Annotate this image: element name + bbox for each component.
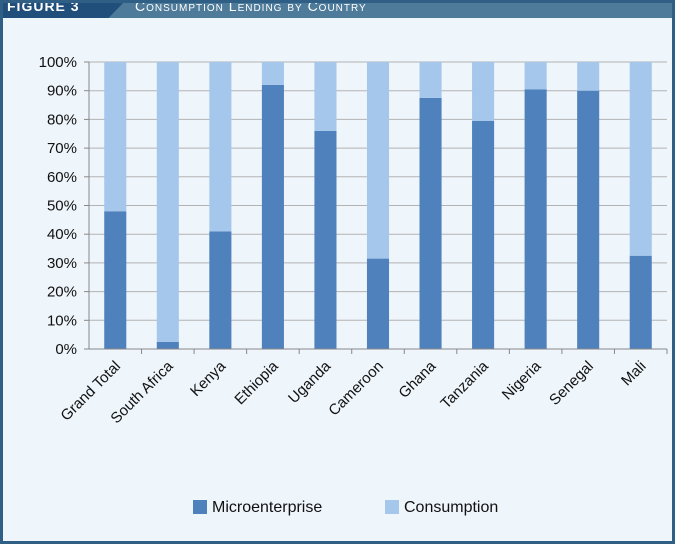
x-tick-label: Tanzania [437, 357, 492, 412]
legend-swatch-microenterprise [193, 500, 207, 514]
y-tick-label: 70% [47, 140, 77, 157]
bar-consumption-senegal [577, 62, 600, 91]
bar-consumption-ethiopia [261, 62, 284, 85]
bars [104, 62, 652, 350]
bar-consumption-south-africa [156, 62, 179, 342]
bar-microenterprise-south-africa [156, 341, 179, 349]
x-tick-label: Ethiopia [231, 357, 282, 408]
y-tick-label: 50% [47, 198, 77, 215]
figure-label: FIGURE 3 [7, 3, 80, 14]
y-tick-label: 40% [47, 226, 77, 243]
bar-microenterprise-grand-total [104, 211, 127, 349]
y-tick-label: 80% [47, 111, 77, 128]
bar-microenterprise-nigeria [524, 89, 547, 349]
bar-consumption-nigeria [524, 62, 547, 90]
y-tick-label: 10% [47, 312, 77, 329]
y-tick-label: 60% [47, 169, 77, 186]
y-tick-labels: 0% 10% 20% 30% 40% 50% 60% 70% 80% 90% 100% [39, 54, 77, 358]
bar-microenterprise-uganda [314, 130, 337, 349]
bar-consumption-kenya [209, 62, 232, 232]
x-tick-label: Mali [618, 358, 649, 389]
figure-title: Consumption Lending by Country [135, 3, 367, 14]
y-tick-label: 0% [55, 341, 77, 358]
axes [84, 61, 668, 354]
bar-consumption-ghana [419, 62, 442, 98]
x-tick-label: Senegal [546, 358, 597, 409]
bar-microenterprise-cameroon [366, 258, 390, 349]
legend-swatch-consumption [385, 500, 399, 514]
x-tick-label: Cameroon [325, 358, 387, 420]
bar-consumption-tanzania [472, 62, 495, 121]
figure-header: FIGURE 3 Consumption Lending by Country [3, 3, 672, 18]
stacked-bar-chart: 0% 10% 20% 30% 40% 50% 60% 70% 80% 90% 100% Grand … [39, 54, 668, 516]
bar-consumption-uganda [314, 62, 337, 131]
x-tick-label: Ghana [396, 357, 440, 401]
bar-microenterprise-kenya [209, 231, 232, 349]
bar-microenterprise-ethiopia [261, 84, 284, 350]
x-tick-label: Uganda [285, 357, 335, 407]
y-tick-label: 100% [39, 54, 77, 71]
y-tick-label: 20% [47, 284, 77, 301]
y-tick-label: 90% [47, 83, 77, 100]
bar-microenterprise-mali [629, 255, 652, 349]
bar-consumption-mali [629, 62, 652, 256]
bar-microenterprise-senegal [577, 90, 600, 349]
y-tick-label: 30% [47, 255, 77, 272]
x-tick-label: Kenya [187, 357, 230, 400]
legend: Microenterprise Consumption [193, 499, 498, 516]
bar-microenterprise-ghana [419, 97, 442, 349]
legend-label-microenterprise: Microenterprise [212, 499, 322, 516]
x-tick-label: Nigeria [499, 357, 545, 403]
figure-badge: FIGURE 3 [3, 3, 123, 18]
bar-consumption-grand-total [104, 62, 127, 212]
bar-consumption-cameroon [366, 62, 390, 259]
bar-microenterprise-tanzania [472, 120, 495, 350]
legend-label-consumption: Consumption [404, 499, 498, 516]
